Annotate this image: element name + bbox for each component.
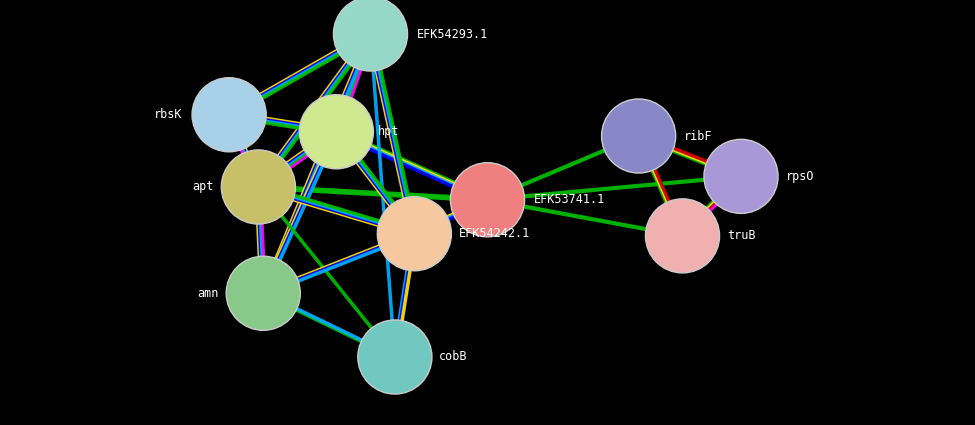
Text: apt: apt (192, 181, 214, 193)
Ellipse shape (450, 163, 525, 237)
Text: EFK53741.1: EFK53741.1 (534, 193, 605, 206)
Ellipse shape (333, 0, 408, 71)
Text: ribF: ribF (683, 130, 712, 142)
Text: EFK54242.1: EFK54242.1 (459, 227, 530, 240)
Ellipse shape (299, 95, 373, 169)
Text: rbsK: rbsK (154, 108, 182, 121)
Ellipse shape (221, 150, 295, 224)
Text: rpsO: rpsO (786, 170, 814, 183)
Text: hpt: hpt (378, 125, 400, 138)
Ellipse shape (645, 199, 720, 273)
Ellipse shape (192, 78, 266, 152)
Ellipse shape (602, 99, 676, 173)
Text: cobB: cobB (439, 351, 467, 363)
Text: truB: truB (727, 230, 756, 242)
Ellipse shape (704, 139, 778, 213)
Ellipse shape (226, 256, 300, 330)
Ellipse shape (358, 320, 432, 394)
Ellipse shape (377, 197, 451, 271)
Text: EFK54293.1: EFK54293.1 (417, 28, 488, 40)
Text: amn: amn (197, 287, 218, 300)
